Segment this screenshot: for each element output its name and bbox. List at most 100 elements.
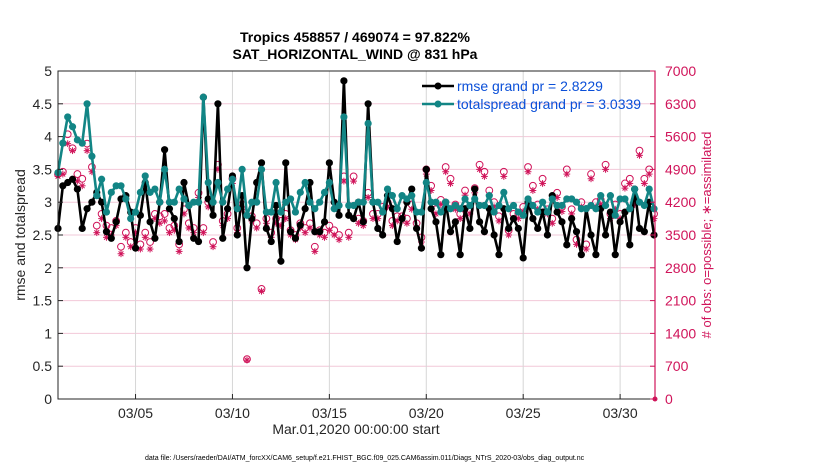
totalspread-point — [597, 192, 605, 200]
rmse-point — [480, 228, 489, 236]
rmse-point — [412, 224, 421, 233]
obs-assimilated-point — [481, 173, 488, 180]
totalspread-point — [296, 188, 304, 196]
y-tick-label: 0 — [44, 391, 52, 407]
totalspread-point — [257, 165, 266, 173]
totalspread-point — [64, 113, 72, 121]
totalspread-point — [374, 198, 382, 206]
data-file-footnote: data file: /Users/raeder/DAI/ATM_forcXX/… — [145, 455, 585, 462]
rmse-point — [131, 244, 140, 252]
rmse-point — [320, 218, 329, 226]
obs-assimilated-point — [403, 219, 411, 227]
totalspread-point — [233, 205, 241, 213]
x-tick-label: 03/20 — [409, 405, 444, 421]
rmse-point — [475, 218, 484, 226]
y-right-tick-label: 6300 — [665, 96, 696, 112]
obs-assimilated-point — [495, 217, 503, 225]
rmse-point — [112, 218, 120, 226]
rmse-point — [616, 218, 624, 226]
totalspread-point — [151, 185, 159, 193]
totalspread-point — [286, 195, 295, 203]
obs-assimilated-point — [442, 168, 450, 176]
rmse-point — [490, 231, 498, 239]
totalspread-point — [558, 201, 566, 210]
totalspread-point — [335, 201, 343, 210]
rmse-point — [296, 221, 304, 229]
rmse-point — [107, 234, 115, 242]
x-tick-label: 03/15 — [312, 405, 347, 421]
totalspread-point — [529, 201, 537, 210]
totalspread-point — [267, 208, 275, 216]
obs-assimilated-point — [563, 170, 571, 178]
rmse-point — [543, 231, 552, 239]
rmse-point — [180, 178, 188, 187]
totalspread-point — [480, 201, 489, 210]
totalspread-point — [156, 198, 164, 206]
obs-assimilated-point — [350, 177, 357, 185]
totalspread-point — [601, 201, 610, 210]
totalspread-point — [316, 198, 324, 206]
totalspread-point — [606, 192, 615, 200]
obs-assimilated-point — [253, 224, 261, 232]
x-tick-label: 03/30 — [603, 405, 638, 421]
rmse-point — [408, 185, 416, 193]
rmse-point — [272, 201, 280, 210]
legend-rmse-label: rmse grand pr = 2.8229 — [457, 78, 603, 94]
rmse-point — [471, 185, 479, 193]
y-right-tick-label: 4900 — [665, 161, 696, 177]
totalspread-point — [93, 192, 101, 200]
rmse-point — [291, 234, 300, 242]
totalspread-point — [650, 205, 658, 213]
totalspread-point — [519, 211, 527, 219]
rmse-point — [340, 77, 348, 85]
obs-assimilated-point — [476, 166, 483, 173]
rmse-point — [282, 159, 290, 167]
totalspread-point — [272, 178, 280, 187]
rmse-point — [592, 251, 600, 259]
obs-assimilated-point — [161, 217, 169, 225]
x-tick-label: 03/05 — [118, 405, 153, 421]
totalspread-point — [78, 139, 86, 147]
obs-assimilated-point — [364, 194, 372, 201]
rmse-point — [456, 251, 464, 259]
obs-assimilated-point — [306, 224, 314, 232]
y-right-tick-label: 0 — [665, 391, 673, 407]
obs-assimilated-point — [301, 229, 309, 237]
totalspread-point — [68, 123, 77, 131]
rmse-point — [437, 251, 445, 259]
obs-assimilated-point — [500, 173, 508, 180]
totalspread-point — [161, 165, 169, 173]
obs-assimilated-point — [325, 226, 333, 234]
totalspread-point — [253, 198, 261, 206]
totalspread-point — [117, 182, 125, 190]
totalspread-point — [228, 175, 237, 183]
obs-assimilated-point — [539, 180, 546, 187]
rmse-point — [626, 241, 634, 249]
rmse-point — [422, 165, 430, 173]
obs-assimilated-point — [199, 229, 207, 237]
rmse-point — [568, 215, 576, 223]
rmse-point — [359, 218, 367, 226]
totalspread-point — [277, 208, 285, 216]
rmse-point — [316, 228, 324, 236]
totalspread-point — [170, 198, 178, 206]
rmse-point — [194, 237, 203, 246]
rmse-point — [393, 237, 401, 246]
chart-subtitle: SAT_HORIZONTAL_WIND @ 831 hPa — [233, 46, 478, 62]
rmse-point — [364, 100, 372, 108]
series-lines — [54, 77, 658, 272]
obs-assimilated-point — [626, 180, 634, 187]
totalspread-point — [592, 205, 600, 213]
totalspread-point — [572, 198, 581, 206]
obs-assimilated-point — [175, 248, 183, 255]
rmse-point — [209, 211, 217, 219]
obs-possible-point — [160, 210, 169, 218]
totalspread-point — [611, 211, 619, 219]
rmse-point — [88, 198, 96, 206]
rmse-point — [417, 244, 426, 252]
obs-assimilated-point — [582, 245, 590, 253]
rmse-point — [68, 175, 77, 183]
totalspread-point — [199, 93, 207, 101]
rmse-point — [432, 218, 440, 226]
